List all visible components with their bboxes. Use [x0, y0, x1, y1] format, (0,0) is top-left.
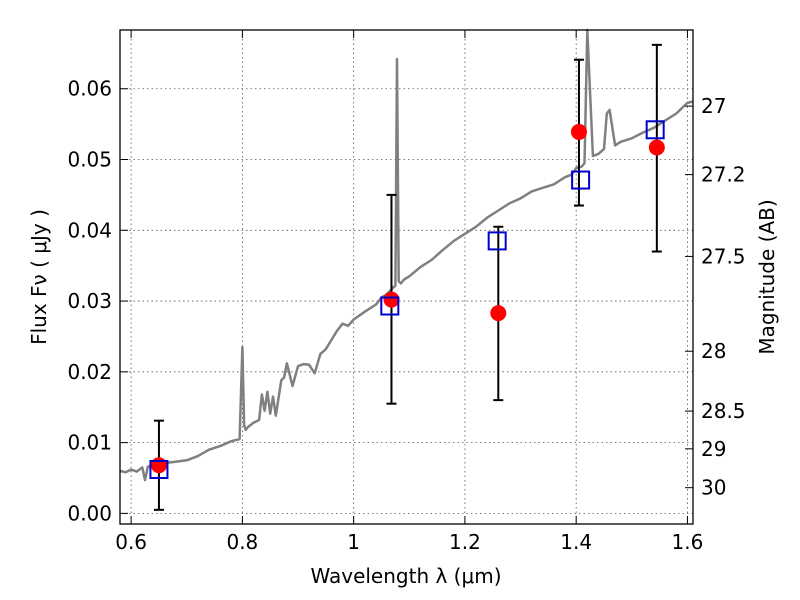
y-tick-label: 0.06	[67, 77, 112, 101]
x-axis-label: Wavelength λ (μm)	[310, 564, 501, 588]
right-tick-label: 28.5	[701, 399, 746, 423]
observed-point	[648, 139, 665, 156]
axis-ticks: 0.6 0.8 1 1.2 1.4 1.6 0.00 0.01 0.02 0.03 0.04 0.05…	[67, 30, 746, 554]
model-photometry-point	[571, 170, 591, 190]
x-tick-label: 1.2	[449, 530, 481, 554]
model-photometry-point	[149, 460, 169, 480]
y-tick-label: 0.00	[67, 501, 112, 525]
observed-point	[383, 291, 400, 308]
y-tick-label: 0.05	[67, 148, 112, 172]
right-tick-label: 30	[701, 476, 726, 500]
model-spectrum	[119, 28, 694, 482]
y-tick-label: 0.04	[67, 218, 112, 242]
observed-point	[150, 457, 167, 474]
x-tick-label: 1.6	[672, 530, 704, 554]
y-tick-label: 0.03	[67, 289, 112, 313]
x-tick-label: 1.4	[560, 530, 592, 554]
y-axis-label-left: Flux Fν ( μJy )	[27, 209, 51, 345]
y-tick-label: 0.01	[67, 431, 112, 455]
plot-frame	[119, 29, 694, 525]
model-photometry-point	[487, 231, 507, 251]
x-tick-label: 0.6	[115, 530, 147, 554]
right-tick-label: 28	[701, 339, 726, 363]
y-tick-label: 0.02	[67, 360, 112, 384]
right-tick-label: 27.2	[701, 163, 746, 187]
model-photometry	[149, 120, 665, 480]
grid	[120, 30, 693, 524]
x-tick-label: 1	[347, 530, 360, 554]
right-tick-label: 27.5	[701, 244, 746, 268]
model-photometry-point	[645, 120, 665, 140]
right-tick-label: 27	[701, 94, 726, 118]
right-tick-label: 29	[701, 437, 726, 461]
y-axis-label-right: Magnitude (AB)	[755, 199, 779, 354]
x-tick-label: 0.8	[226, 530, 258, 554]
model-spectrum-line	[119, 28, 694, 482]
observed-point	[490, 305, 507, 322]
model-photometry-point	[380, 296, 400, 316]
observed-point	[570, 123, 587, 140]
